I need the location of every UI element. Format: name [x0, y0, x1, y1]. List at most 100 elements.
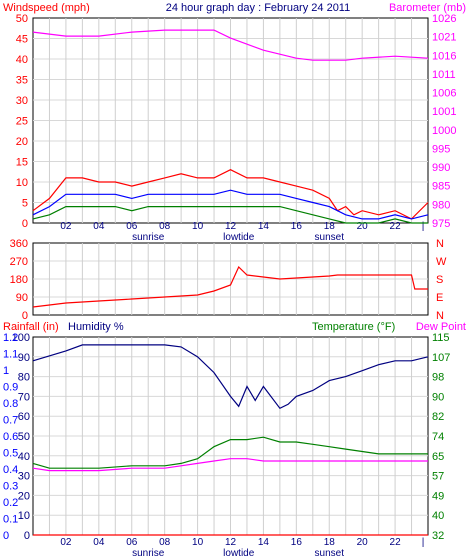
compass-tick-label: W — [436, 256, 447, 268]
direction-tick-label: 270 — [10, 256, 28, 268]
wind-tick-label: 50 — [16, 13, 28, 25]
wind-tick-label: 15 — [16, 157, 28, 169]
rainfall-tick-label: 0.6 — [3, 431, 18, 443]
marker-sunrise: sunrise — [132, 232, 165, 243]
wind-gusts-line — [32, 169, 429, 220]
rainfall-tick-label: 0.8 — [3, 398, 18, 410]
barometer-axis-title: Barometer (mb) — [389, 2, 466, 14]
humidity-tick-label: 40 — [18, 451, 30, 463]
x-tick-label: 16 — [291, 537, 303, 548]
temperature-tick-label: 90 — [432, 391, 444, 403]
marker-sunset: sunset — [315, 232, 345, 243]
temperature-tick-label: 40 — [432, 510, 444, 522]
barometer-tick-label: 1021 — [432, 32, 456, 44]
rainfall-tick-label: 0.7 — [3, 415, 18, 427]
direction-tick-label: 90 — [16, 292, 28, 304]
x-tick-label: 04 — [93, 537, 105, 548]
humidity-tick-label: 60 — [18, 411, 30, 423]
marker-lowtide: lowtide — [223, 232, 255, 243]
x-tick-label: 12 — [225, 221, 237, 232]
x-tick-label: 06 — [126, 537, 138, 548]
barometer-tick-label: 995 — [432, 143, 450, 155]
humidity-tick-label: 50 — [18, 431, 30, 443]
barometer-tick-label: 1001 — [432, 106, 456, 118]
rainfall-tick-label: 0.5 — [3, 448, 18, 460]
x-tick-label: 20 — [357, 221, 369, 232]
wind-lull-line — [32, 206, 428, 224]
wind-tick-label: 30 — [16, 95, 28, 107]
wind-tick-label: 10 — [16, 177, 28, 189]
temperature-line — [32, 436, 428, 469]
humidity-line — [32, 344, 429, 410]
temperature-tick-label: 82 — [432, 411, 444, 423]
x-tick-label: | — [422, 221, 425, 232]
temperature-tick-label: 49 — [432, 490, 444, 502]
wind-tick-label: 45 — [16, 34, 28, 46]
x-tick-label: 16 — [291, 221, 303, 232]
x-tick-label: | — [422, 537, 425, 548]
barometer-tick-label: 1016 — [432, 50, 456, 62]
wind-tick-label: 40 — [16, 54, 28, 66]
wind-tick-label: 35 — [16, 75, 28, 87]
temperature-tick-label: 65 — [432, 451, 444, 463]
humidity-tick-label: 100 — [12, 332, 30, 344]
barometer-line — [32, 29, 429, 61]
compass-tick-label: N — [436, 310, 444, 322]
compass-tick-label: N — [436, 238, 444, 250]
temperature-tick-label: 107 — [432, 352, 450, 364]
x-tick-label: 14 — [258, 537, 270, 548]
x-tick-label: 08 — [159, 537, 171, 548]
humidity-tick-label: 90 — [18, 352, 30, 364]
dewpoint-line — [32, 458, 428, 472]
barometer-tick-label: 1011 — [432, 69, 456, 81]
temperature-tick-label: 115 — [432, 332, 450, 344]
chart-title: 24 hour graph day : February 24 2011 — [166, 2, 350, 14]
humidity-tick-label: 30 — [18, 471, 30, 483]
wind-direction-line — [32, 265, 428, 308]
wind-tick-label: 0 — [22, 218, 28, 230]
wind-tick-label: 25 — [16, 116, 28, 128]
compass-tick-label: S — [436, 274, 443, 286]
marker-sunset: sunset — [315, 548, 345, 559]
barometer-tick-label: 985 — [432, 181, 450, 193]
wind-axis-title: Windspeed (mph) — [3, 2, 90, 14]
x-tick-label: 04 — [93, 221, 105, 232]
x-tick-label: 08 — [159, 221, 171, 232]
rainfall-tick-label: 0.4 — [3, 464, 18, 476]
barometer-tick-label: 1000 — [432, 125, 456, 137]
dewpoint-axis-title: Dew Point — [416, 321, 466, 333]
humidity-tick-label: 0 — [24, 530, 30, 542]
wind-average-line — [32, 189, 429, 220]
direction-tick-label: 0 — [22, 310, 28, 322]
barometer-tick-label: 990 — [432, 162, 450, 174]
rainfall-tick-label: 0.2 — [3, 497, 18, 509]
wind-tick-label: 5 — [22, 198, 28, 210]
temperature-tick-label: 57 — [432, 471, 444, 483]
barometer-tick-label: 1006 — [432, 88, 456, 100]
humidity-tick-label: 10 — [18, 510, 30, 522]
x-tick-label: 22 — [390, 537, 402, 548]
x-tick-label: 14 — [258, 221, 270, 232]
x-tick-label: 10 — [192, 537, 204, 548]
marker-lowtide: lowtide — [223, 548, 255, 559]
direction-tick-label: 180 — [10, 274, 28, 286]
rainfall-tick-label: 1.1 — [3, 349, 18, 361]
rainfall-tick-label: 0.9 — [3, 382, 18, 394]
rainfall-tick-label: 0.3 — [3, 481, 18, 493]
rainfall-tick-label: 0 — [3, 530, 9, 542]
barometer-tick-label: 975 — [432, 218, 450, 230]
direction-tick-label: 360 — [10, 238, 28, 250]
x-tick-label: 22 — [390, 221, 402, 232]
temperature-axis-title: Temperature (°F) — [312, 321, 395, 333]
x-tick-label: 12 — [225, 537, 237, 548]
compass-tick-label: E — [436, 292, 443, 304]
rainfall-tick-label: 1.2 — [3, 332, 18, 344]
marker-sunrise: sunrise — [132, 548, 165, 559]
rainfall-tick-label: 1 — [3, 365, 9, 377]
x-tick-label: 02 — [60, 537, 72, 548]
humidity-tick-label: 80 — [18, 372, 30, 384]
wind-tick-label: 20 — [16, 136, 28, 148]
x-tick-label: 10 — [192, 221, 204, 232]
x-tick-label: 18 — [324, 537, 336, 548]
humidity-tick-label: 70 — [18, 391, 30, 403]
